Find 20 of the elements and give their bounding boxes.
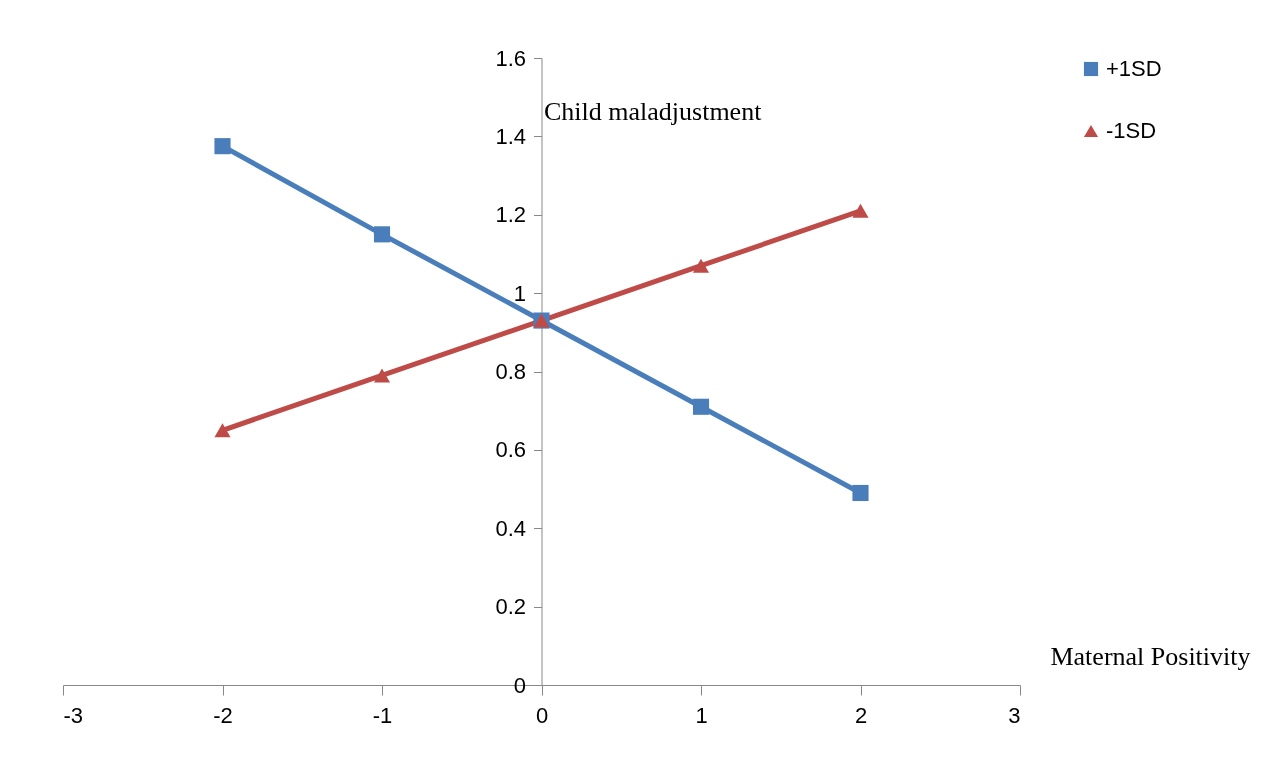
x-tick-label: 3 — [1008, 702, 1021, 728]
y-tick-label: 0.2 — [495, 594, 526, 620]
x-tick-label: -3 — [63, 702, 84, 728]
y-tick-label: 0.6 — [495, 437, 526, 463]
x-tick-label: -1 — [372, 702, 393, 728]
y-tick-label: 1 — [513, 280, 526, 306]
y-tick-label: 0.4 — [495, 515, 526, 541]
y-tick-label: 0.8 — [495, 359, 526, 384]
legend-label: -1SD — [1106, 118, 1157, 143]
y-tick-label: 1.4 — [495, 123, 526, 149]
legend-label: +1SD — [1106, 56, 1162, 81]
x-tick-label: 2 — [854, 702, 868, 728]
x-axis-title: Maternal Positivity — [1050, 641, 1251, 671]
y-tick-label: 0 — [513, 672, 526, 698]
x-tick-label: -2 — [213, 702, 233, 728]
y-axis-title: Child maladjustment — [544, 96, 763, 126]
y-tick-label: 1.6 — [495, 45, 526, 71]
x-tick-label: 1 — [695, 702, 708, 728]
x-tick-label: 0 — [535, 702, 549, 728]
y-tick-label: 1.2 — [495, 202, 526, 228]
